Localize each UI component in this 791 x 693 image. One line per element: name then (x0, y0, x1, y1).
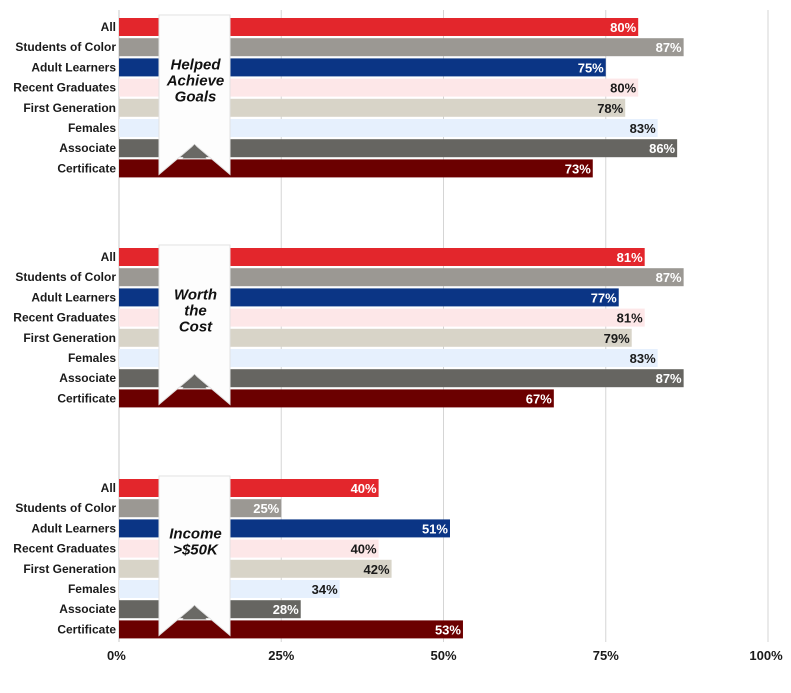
panel-title-2-line-2: the (184, 303, 207, 320)
panel-title-1-line-3: Goals (175, 89, 217, 106)
bar-1-6 (119, 139, 678, 158)
value-label: 81% (617, 311, 643, 326)
value-label: 87% (656, 270, 682, 285)
bar-3-0 (119, 479, 379, 497)
bar-1-1 (119, 38, 684, 57)
ribbon-banner-1 (158, 14, 231, 176)
category-label: Students of Color (15, 501, 116, 515)
ribbon-banner-3 (158, 475, 231, 637)
category-label: Students of Color (15, 40, 116, 54)
category-label: Certificate (57, 161, 116, 175)
category-label: Certificate (57, 391, 116, 405)
category-label: Students of Color (15, 270, 116, 284)
value-label: 87% (656, 371, 682, 386)
value-label: 53% (435, 622, 461, 637)
category-label: Adult Learners (31, 60, 116, 74)
category-label: Females (68, 351, 116, 365)
value-label: 34% (312, 582, 338, 597)
panel-title-2-line-1: Worth (174, 287, 217, 304)
panel-title-1-line-2: Achieve (166, 73, 225, 90)
category-label: Associate (59, 602, 116, 616)
value-label: 73% (565, 161, 591, 176)
bar-2-3 (119, 308, 645, 327)
category-label: Recent Graduates (13, 311, 116, 325)
category-label: All (101, 20, 116, 34)
value-label: 83% (630, 351, 656, 366)
ribbon-notch-1 (182, 144, 207, 159)
tick-label-50: 50% (430, 648, 456, 663)
category-label: First Generation (23, 562, 116, 576)
ribbon-banner-2 (158, 244, 231, 406)
bar-1-5 (119, 119, 658, 137)
category-label: Recent Graduates (13, 81, 116, 95)
value-label: 80% (610, 20, 636, 35)
value-label: 79% (604, 331, 630, 346)
ribbon-notch-2 (182, 374, 207, 389)
category-label: Recent Graduates (13, 542, 116, 556)
category-label: Females (68, 582, 116, 596)
value-label: 81% (617, 250, 643, 265)
category-label: Adult Learners (31, 290, 116, 304)
category-label: All (101, 481, 116, 495)
value-label: 78% (597, 101, 623, 116)
value-label: 67% (526, 391, 552, 406)
bar-1-2 (119, 58, 606, 77)
bar-1-4 (119, 98, 626, 117)
tick-label-25: 25% (268, 648, 294, 663)
bar-2-4 (119, 328, 632, 347)
tick-label-75: 75% (593, 648, 619, 663)
category-label: First Generation (23, 101, 116, 115)
value-label: 42% (364, 562, 390, 577)
value-label: 25% (253, 501, 279, 516)
category-label: All (101, 250, 116, 264)
bar-1-0 (119, 18, 639, 36)
bar-1-3 (119, 78, 639, 97)
value-label: 86% (649, 141, 675, 156)
category-label: Adult Learners (31, 521, 116, 535)
category-label: First Generation (23, 331, 116, 345)
bar-2-1 (119, 268, 684, 287)
category-label: Associate (59, 141, 116, 155)
bar-2-2 (119, 288, 619, 307)
value-label: 28% (273, 602, 299, 617)
bar-2-7 (119, 389, 554, 408)
tick-label-0: 0% (107, 648, 126, 663)
category-label: Certificate (57, 622, 116, 636)
bar-3-3 (119, 539, 379, 558)
value-label: 75% (578, 60, 604, 75)
category-label: Females (68, 121, 116, 135)
panel-title-3-line-1: Income (169, 526, 222, 543)
value-label: 83% (630, 121, 656, 136)
value-label: 87% (656, 40, 682, 55)
tick-label-100: 100% (749, 648, 783, 663)
panel-title-2-line-3: Cost (179, 319, 213, 336)
value-label: 51% (422, 521, 448, 536)
bar-1-7 (119, 159, 593, 178)
value-label: 77% (591, 290, 617, 305)
bar-2-5 (119, 349, 658, 367)
ribbon-notch-3 (182, 605, 207, 620)
panel-title-1-line-1: Helped (170, 57, 221, 74)
value-label: 40% (351, 542, 377, 557)
panel-title-3-line-2: >$50K (173, 542, 219, 559)
category-label: Associate (59, 371, 116, 385)
value-label: 80% (610, 81, 636, 96)
bar-3-7 (119, 620, 463, 639)
value-label: 40% (351, 481, 377, 496)
bar-2-6 (119, 369, 684, 388)
bar-2-0 (119, 248, 645, 266)
